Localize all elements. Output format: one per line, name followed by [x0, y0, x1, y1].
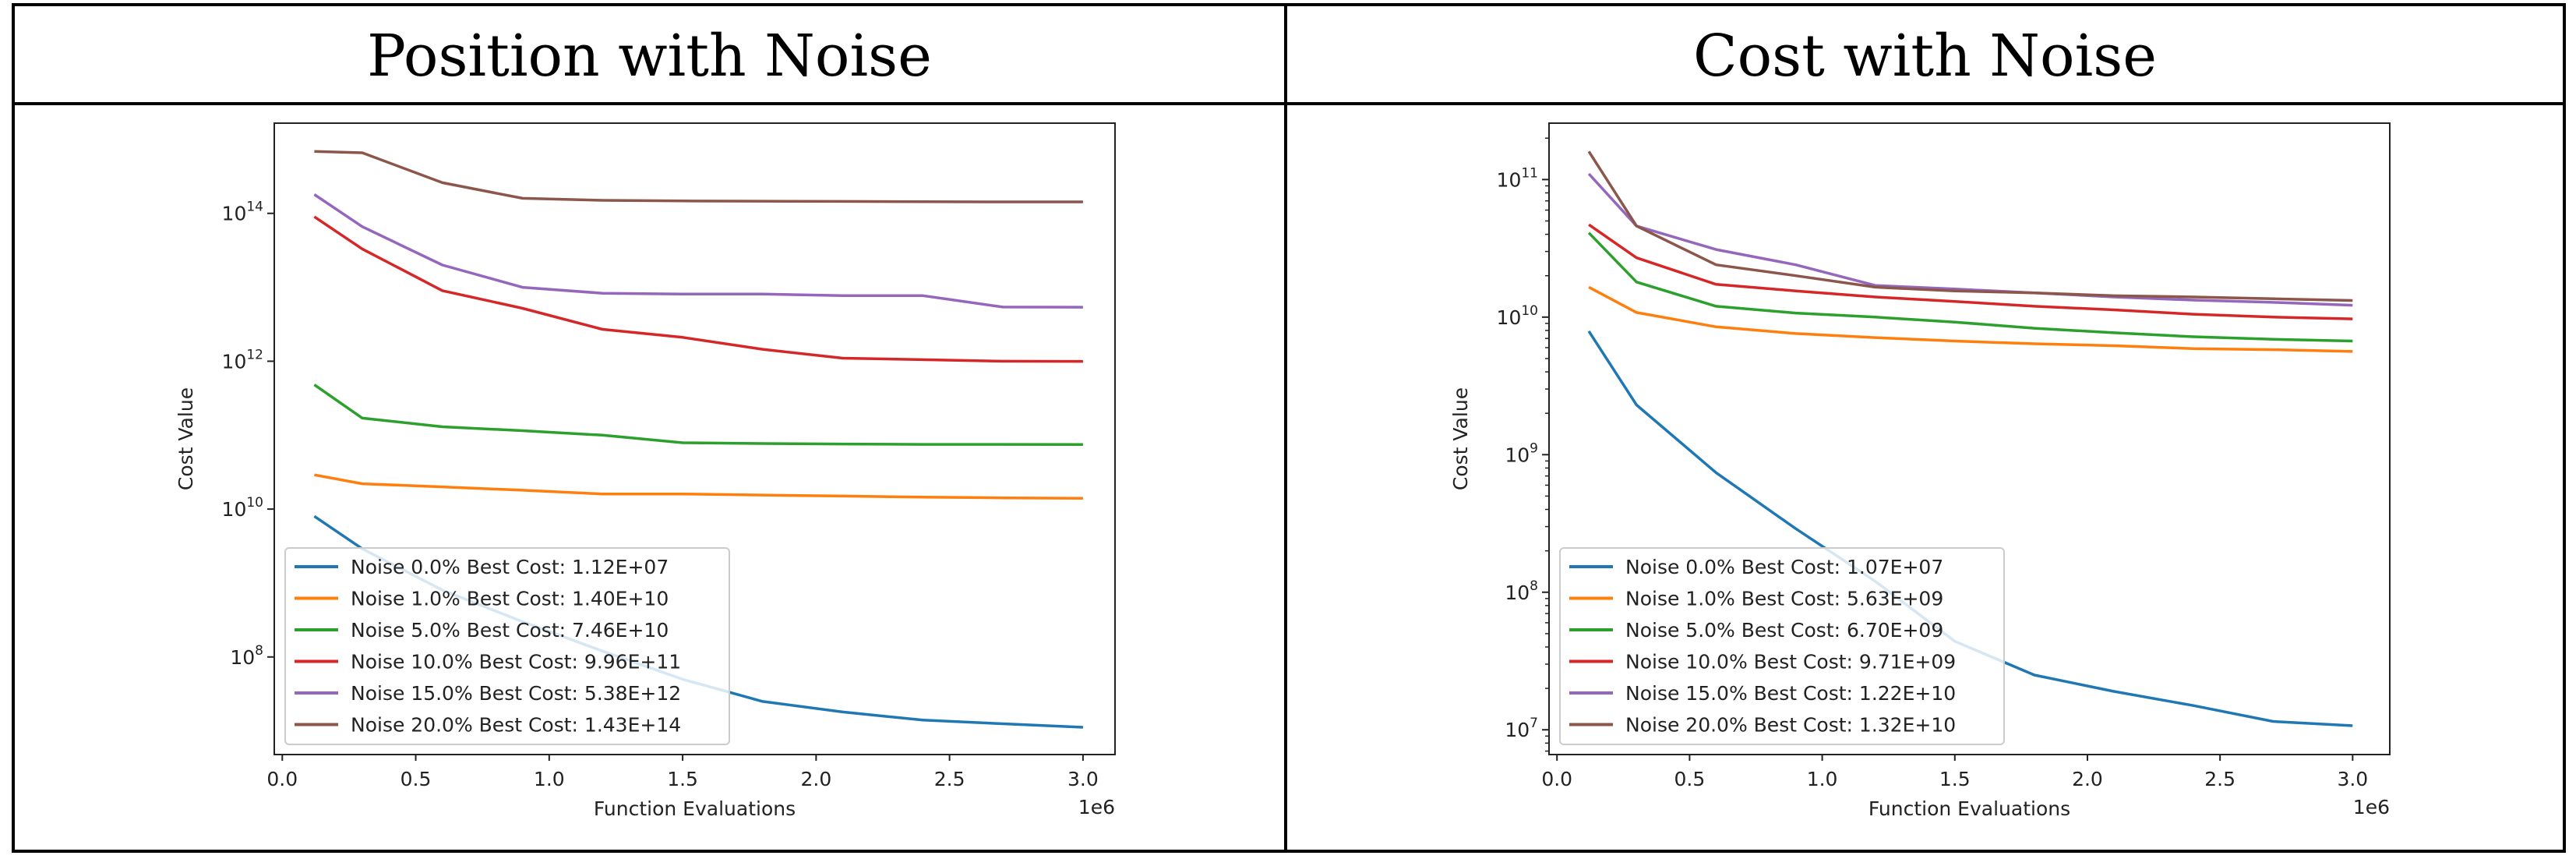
y-tick-label: 109 [1505, 440, 1538, 466]
y-tick-exponent: 10 [246, 495, 263, 511]
legend: Noise 0.0% Best Cost: 1.12E+07 Noise 1.0%… [284, 547, 730, 745]
x-tick-label: 1.5 [667, 768, 698, 790]
series-line-4 [313, 193, 1083, 309]
table-border [12, 3, 2566, 853]
y-tick-base: 10 [1505, 444, 1530, 466]
chart-1: 0.0 0.5 1.0 1.5 2.0 2.5 3.010710810910101011Fu… [1449, 122, 2391, 820]
legend-entry-4: Noise 15.0% Best Cost: 5.38E+12 [351, 682, 681, 705]
x-axis-label: Function Evaluations [594, 797, 796, 820]
legend-entry-1: Noise 1.0% Best Cost: 5.63E+09 [1625, 588, 1943, 610]
y-tick-base: 10 [1505, 582, 1530, 604]
x-offset-label: 1e6 [1078, 796, 1115, 818]
y-tick-base: 10 [222, 350, 247, 373]
x-tick-label: 1.0 [534, 768, 565, 790]
series-line-2 [1587, 232, 2353, 343]
y-axis-label: Cost Value [175, 387, 197, 490]
legend-entry-3: Noise 10.0% Best Cost: 9.71E+09 [1625, 651, 1956, 673]
header-divider [12, 3, 2566, 105]
legend-entry-2: Noise 5.0% Best Cost: 6.70E+09 [1625, 619, 1943, 642]
x-tick-label: 2.0 [800, 768, 831, 790]
y-tick-base: 10 [1497, 306, 1522, 329]
y-tick-exponent: 7 [1530, 716, 1538, 731]
y-tick-exponent: 10 [1521, 303, 1538, 319]
series-line-3 [313, 215, 1083, 363]
y-tick-base: 10 [1497, 168, 1522, 191]
x-tick-label: 1.0 [1807, 768, 1838, 790]
y-axis-label: Cost Value [1449, 387, 1472, 490]
y-tick-label: 1012 [222, 347, 263, 373]
legend: Noise 0.0% Best Cost: 1.07E+07 Noise 1.0%… [1559, 547, 2005, 745]
y-tick-exponent: 14 [246, 200, 263, 215]
legend-entry-0: Noise 0.0% Best Cost: 1.12E+07 [351, 556, 669, 578]
legend-entry-2: Noise 5.0% Best Cost: 7.46E+10 [351, 619, 669, 642]
y-tick-exponent: 8 [255, 643, 263, 659]
y-tick-base: 10 [1505, 719, 1530, 741]
series-line-3 [1588, 223, 2353, 320]
x-tick-label: 2.5 [2204, 768, 2235, 790]
y-tick-exponent: 9 [1530, 440, 1538, 456]
legend-box [284, 547, 730, 745]
y-tick-label: 108 [1505, 578, 1538, 604]
y-tick-exponent: 8 [1530, 578, 1538, 594]
x-tick-label: 0.0 [266, 768, 298, 790]
legend-entry-4: Noise 15.0% Best Cost: 1.22E+10 [1625, 682, 1956, 705]
legend-entry-5: Noise 20.0% Best Cost: 1.43E+14 [351, 714, 681, 737]
series-line-5 [1587, 150, 2353, 302]
x-offset-label: 1e6 [2353, 796, 2390, 818]
axes-frame [273, 122, 1116, 755]
y-tick-base: 10 [222, 498, 247, 521]
x-tick-label: 3.0 [1067, 768, 1099, 790]
x-tick-label: 2.5 [934, 768, 965, 790]
legend-entry-0: Noise 0.0% Best Cost: 1.07E+07 [1625, 556, 1943, 578]
legend-entry-1: Noise 1.0% Best Cost: 1.40E+10 [351, 588, 669, 610]
header-cost-with-noise: Cost with Noise [1692, 23, 2158, 90]
y-tick-exponent: 12 [246, 347, 263, 362]
axes-frame [1548, 122, 2391, 755]
series-line-1 [1588, 285, 2353, 353]
y-tick-label: 108 [230, 643, 263, 669]
legend-entry-5: Noise 20.0% Best Cost: 1.32E+10 [1625, 714, 1956, 737]
y-tick-label: 1010 [1497, 303, 1538, 329]
y-tick-base: 10 [230, 646, 255, 669]
y-tick-label: 1014 [222, 200, 263, 225]
x-tick-label: 2.0 [2072, 768, 2103, 790]
x-tick-label: 3.0 [2337, 768, 2368, 790]
legend-entry-3: Noise 10.0% Best Cost: 9.96E+11 [351, 651, 681, 673]
y-tick-exponent: 11 [1521, 165, 1538, 181]
x-tick-label: 0.0 [1541, 768, 1572, 790]
series-line-4 [1587, 172, 2353, 307]
series-line-5 [314, 150, 1083, 203]
y-tick-label: 1010 [222, 495, 263, 521]
x-axis-label: Function Evaluations [1868, 797, 2070, 820]
header-position-with-noise: Position with Noise [367, 23, 932, 90]
legend-box [1559, 547, 2005, 745]
x-tick-label: 0.5 [1674, 768, 1706, 790]
x-tick-label: 1.5 [1939, 768, 1971, 790]
y-tick-label: 107 [1505, 716, 1538, 741]
x-tick-label: 0.5 [401, 768, 432, 790]
y-tick-label: 1011 [1497, 165, 1538, 191]
series-line-2 [313, 384, 1083, 447]
column-divider [1284, 3, 1287, 853]
y-tick-base: 10 [222, 203, 247, 225]
chart-0: 0.0 0.5 1.0 1.5 2.0 2.5 3.0108101010121014Func… [175, 122, 1116, 820]
series-line-1 [314, 473, 1083, 500]
